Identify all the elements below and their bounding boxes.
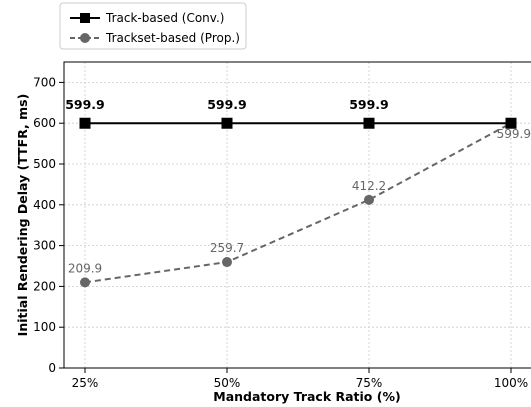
data-point-track-based [363, 117, 375, 129]
data-label-track-based: 599.9 [65, 97, 105, 112]
legend-label-trackset-based: Trackset-based (Prop.) [105, 31, 240, 45]
y-tick-label: 0 [48, 361, 56, 375]
y-axis-title: Initial Rendering Delay (TTFR, ms) [15, 94, 30, 337]
legend-label-track-based: Track-based (Conv.) [105, 11, 224, 25]
y-tick-label: 400 [33, 198, 56, 212]
legend-frame [59, 2, 247, 50]
y-tick-label: 200 [33, 279, 56, 293]
data-label-track-based: 599.9 [349, 97, 389, 112]
y-tick-label: 700 [33, 75, 56, 89]
legend-item-trackset-based: Trackset-based (Prop.) [70, 31, 240, 45]
x-tick-label: 50% [214, 376, 241, 390]
data-label-track-based: 599.9 [207, 97, 247, 112]
x-tick-label: 75% [356, 376, 383, 390]
x-tick-label: 25% [72, 376, 99, 390]
x-axis-title: Mandatory Track Ratio (%) [213, 389, 400, 404]
y-tick-label: 100 [33, 320, 56, 334]
legend-marker-square [80, 13, 90, 23]
chart-legend: Track-based (Conv.) Trackset-based (Prop… [59, 2, 247, 50]
data-point-trackset-based [80, 277, 90, 288]
plot-frame [63, 61, 531, 369]
data-label-trackset-based: 599.9 [497, 127, 531, 141]
legend-item-track-based: Track-based (Conv.) [70, 11, 224, 25]
grid-lines [64, 62, 531, 369]
data-point-trackset-based [222, 257, 232, 268]
data-point-track-based [505, 117, 517, 129]
series-layer [79, 117, 517, 288]
x-axis: 25% 50% 75% 100% [72, 368, 528, 390]
data-point-track-based [79, 117, 91, 129]
data-point-trackset-based [364, 194, 374, 205]
data-point-track-based [221, 117, 233, 129]
legend-marker-circle [80, 33, 90, 43]
x-tick-label: 100% [494, 376, 528, 390]
y-tick-label: 300 [33, 239, 56, 253]
y-tick-label: 600 [33, 116, 56, 130]
y-tick-label: 500 [33, 157, 56, 171]
data-label-trackset-based: 209.9 [68, 261, 102, 275]
data-label-trackset-based: 412.2 [352, 179, 386, 193]
y-axis: 0 100 200 300 400 500 600 700 [33, 75, 64, 375]
data-label-trackset-based: 259.7 [210, 241, 244, 255]
series-line-trackset-based [84, 122, 512, 284]
data-labels: 209.9 259.7 412.2 599.9 599.9 599.9 599.9 [65, 97, 531, 275]
